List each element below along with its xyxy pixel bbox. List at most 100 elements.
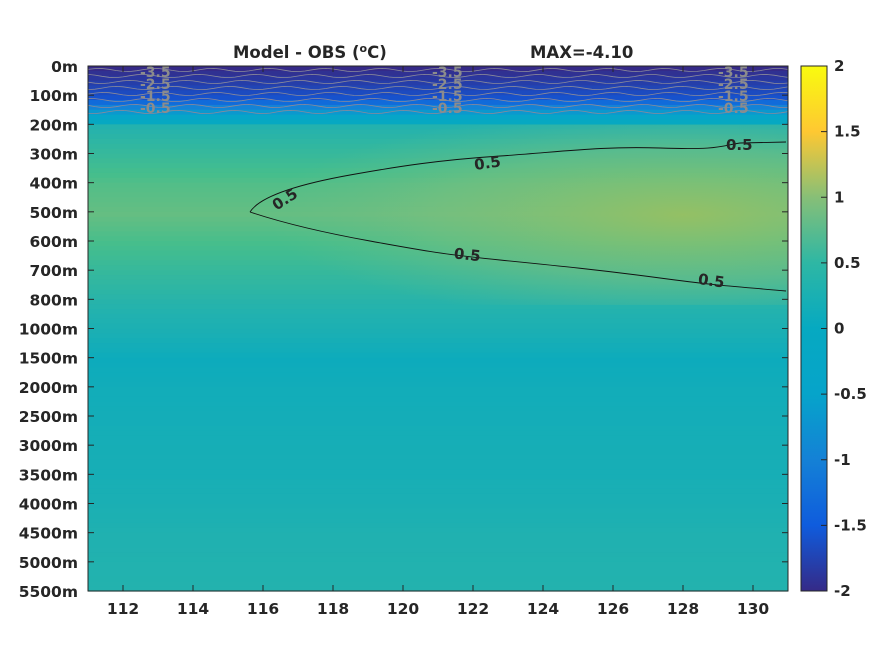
heatmap-band bbox=[88, 328, 788, 334]
contour-label: 0.5 bbox=[473, 152, 502, 174]
heatmap-band bbox=[88, 425, 788, 432]
heatmap-band bbox=[88, 386, 788, 393]
gray-contour bbox=[87, 85, 789, 91]
heatmap-band bbox=[88, 566, 788, 573]
heatmap-band bbox=[88, 372, 788, 378]
heatmap-band bbox=[88, 430, 788, 437]
heatmap-band bbox=[88, 586, 788, 592]
heatmap-band bbox=[88, 532, 788, 539]
contour-label: 0.5 bbox=[726, 136, 753, 154]
heatmap-band bbox=[88, 104, 788, 111]
heatmap-band bbox=[88, 406, 788, 412]
x-tick-label: 130 bbox=[737, 600, 770, 618]
heatmap-band bbox=[88, 493, 788, 500]
heatmap-band bbox=[88, 367, 788, 373]
y-tick-label: 2000m bbox=[19, 379, 78, 397]
heatmap-band bbox=[88, 333, 788, 339]
gray-contour-label: -2.5 bbox=[140, 77, 171, 93]
heatmap-band bbox=[88, 454, 788, 461]
gray-contour-label: -3.5 bbox=[140, 65, 171, 81]
heatmap-band bbox=[88, 464, 788, 471]
gray-contour bbox=[87, 73, 789, 79]
heatmap-band bbox=[88, 498, 788, 505]
gray-contour-label: -1.5 bbox=[432, 89, 463, 105]
gray-contour-label: -0.5 bbox=[432, 101, 463, 117]
heatmap-band bbox=[88, 503, 788, 509]
heatmap-band bbox=[88, 547, 788, 553]
gray-contour-label: -1.5 bbox=[140, 89, 171, 105]
x-tick-label: 120 bbox=[387, 600, 420, 618]
heatmap-band bbox=[88, 343, 788, 349]
heatmap-band bbox=[88, 114, 788, 121]
heatmap-band bbox=[88, 304, 788, 310]
heatmap-band bbox=[88, 396, 788, 403]
x-tick-label: 114 bbox=[177, 600, 210, 618]
heatmap-band bbox=[88, 537, 788, 543]
gray-contour bbox=[87, 109, 789, 115]
contour-0.5-lower bbox=[249, 211, 787, 292]
y-tick-label: 600m bbox=[29, 233, 78, 251]
heatmap-band bbox=[88, 377, 788, 383]
colorbar-tick-label: 0.5 bbox=[834, 254, 861, 272]
y-tick-label: 1000m bbox=[19, 321, 78, 339]
colorbar-tick-label: -1.5 bbox=[834, 516, 867, 534]
x-tick-label: 116 bbox=[247, 600, 279, 618]
heatmap-band bbox=[88, 469, 788, 475]
colorbar-ticks: 2 1.5 1 0.5 0 -0.5 -1 -1.5 -2 bbox=[821, 57, 867, 600]
heatmap-band bbox=[88, 420, 788, 427]
y-tick-label: 4000m bbox=[19, 496, 78, 514]
heatmap-band bbox=[88, 561, 788, 568]
heatmap-band bbox=[88, 75, 788, 82]
heatmap-band bbox=[88, 440, 788, 446]
y-tick-label: 400m bbox=[29, 175, 78, 193]
gray-contour bbox=[87, 97, 789, 103]
chart-title: Model - OBS (oC) bbox=[233, 42, 387, 62]
heatmap-band bbox=[88, 352, 788, 359]
heatmap-band bbox=[88, 109, 788, 116]
colorbar-tick-label: -0.5 bbox=[834, 385, 867, 403]
y-tick-label: 100m bbox=[29, 87, 78, 105]
heatmap-band bbox=[88, 309, 788, 315]
heatmap-band bbox=[88, 484, 788, 490]
heatmap-band bbox=[88, 95, 788, 101]
y-tick-label: 200m bbox=[29, 116, 78, 134]
y-tick-label: 500m bbox=[29, 204, 78, 222]
gray-contour-label: -3.5 bbox=[432, 65, 463, 81]
y-axis: 0m 100m 200m 300m 400m 500m 600m 700m 800m 1000m 1… bbox=[19, 58, 788, 601]
max-annotation: MAX=-4.10 bbox=[530, 43, 633, 62]
y-tick-label: 5000m bbox=[19, 554, 78, 572]
x-tick-label: 128 bbox=[667, 600, 699, 618]
colorbar-tick-label: -1 bbox=[834, 451, 851, 469]
heatmap-band bbox=[88, 488, 788, 495]
gray-contour-label: -0.5 bbox=[718, 101, 749, 117]
heatmap-band bbox=[88, 401, 788, 407]
heatmap-band bbox=[88, 542, 788, 548]
heatmap-band bbox=[88, 362, 788, 368]
colorbar-tick-label: 2 bbox=[834, 57, 844, 75]
heatmap-band bbox=[88, 411, 788, 417]
gray-contour-label: -1.5 bbox=[718, 89, 749, 105]
heatmap-band bbox=[88, 391, 788, 398]
heatmap-band bbox=[88, 513, 788, 519]
plot-frame bbox=[87, 65, 789, 592]
gray-contour-lines: -3.5-2.5-1.5-0.5-3.5-2.5-1.5-0.5-3.5-2.5… bbox=[87, 65, 789, 117]
y-tick-label: 700m bbox=[29, 262, 78, 280]
heatmap-band bbox=[88, 70, 788, 77]
x-tick-label: 118 bbox=[317, 600, 349, 618]
gray-contour bbox=[87, 91, 789, 97]
heatmap-band bbox=[88, 581, 788, 587]
heatmap-band bbox=[88, 119, 788, 125]
contour-label: 0.5 bbox=[453, 244, 481, 265]
heatmap-band bbox=[88, 522, 788, 529]
heatmap-band bbox=[88, 313, 788, 320]
heatmap-band bbox=[88, 323, 788, 330]
y-tick-label: 2500m bbox=[19, 408, 78, 426]
gray-contour bbox=[87, 67, 789, 73]
heatmap-band bbox=[88, 518, 788, 524]
gray-contour bbox=[87, 103, 788, 109]
gray-contour bbox=[87, 79, 789, 85]
gray-contour-label: -2.5 bbox=[718, 77, 749, 93]
heatmap-band bbox=[88, 527, 788, 534]
